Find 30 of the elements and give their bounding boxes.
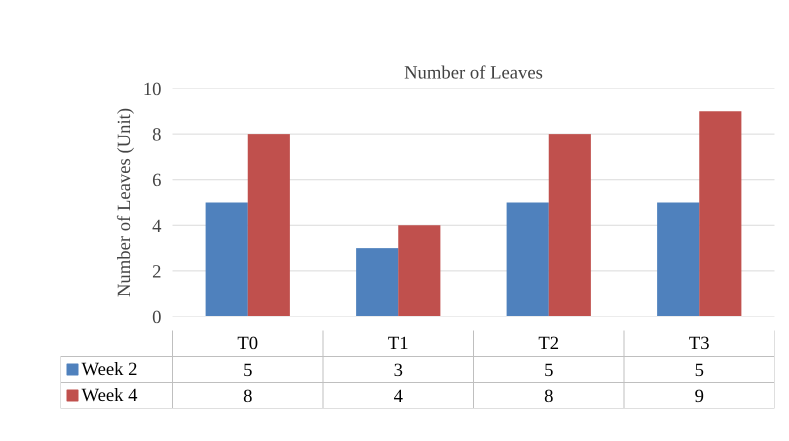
bar — [699, 111, 742, 316]
y-axis-title: Number of Leaves (Unit) — [114, 108, 135, 298]
x-tick-label: T1 — [388, 333, 409, 354]
x-tick-label: T3 — [688, 333, 710, 354]
bar — [206, 202, 248, 316]
bar — [356, 248, 398, 316]
data-label: 3 — [394, 360, 403, 381]
data-label: 8 — [243, 386, 252, 407]
data-label: 4 — [394, 386, 404, 407]
bar — [248, 134, 290, 316]
chart-title: Number of Leaves — [404, 62, 543, 84]
data-label: 5 — [243, 360, 252, 381]
data-label: 9 — [694, 386, 704, 407]
bar — [398, 225, 440, 316]
bar — [548, 134, 591, 316]
x-tick-label: T2 — [538, 333, 560, 354]
y-tick-label: 4 — [152, 216, 162, 237]
data-label: 5 — [544, 360, 554, 381]
y-tick-label: 10 — [142, 79, 162, 100]
data-label: 8 — [544, 386, 554, 407]
legend-label: Week 2 — [82, 359, 138, 380]
y-tick-label: 2 — [152, 261, 162, 282]
y-tick-label: 6 — [152, 170, 162, 192]
data-label: 5 — [694, 360, 704, 381]
legend-label: Week 4 — [82, 385, 138, 406]
bar — [506, 202, 549, 316]
y-tick-label: 8 — [152, 124, 162, 146]
y-tick-label: 0 — [152, 307, 162, 328]
bar — [657, 202, 700, 316]
x-tick-label: T0 — [237, 333, 258, 354]
